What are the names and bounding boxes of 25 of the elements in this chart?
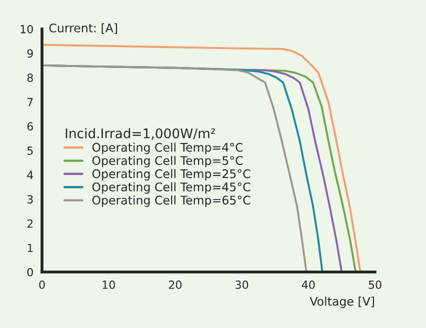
x-tick-label: 0 <box>39 280 45 289</box>
y-tick-label: 6 <box>27 122 33 131</box>
y-tick-label: 2 <box>27 219 33 228</box>
y-tick-label: 10 <box>20 24 33 34</box>
y-tick-label: 0 <box>27 268 33 276</box>
legend-label: Operating Cell Temp=25°C <box>92 169 250 180</box>
x-tick-label: 50 <box>368 280 382 289</box>
y-tick-label: 5 <box>27 146 33 155</box>
x-tick-label: 30 <box>236 280 248 289</box>
y-tick-label: 4 <box>27 170 34 180</box>
y-tick-label: 7 <box>28 98 33 106</box>
legend-title: Incid.Irrad=1,000W/m² <box>66 128 215 140</box>
legend-label: Operating Cell Temp=45°C <box>92 182 250 194</box>
y-axis-title: Current: [A] <box>49 23 117 34</box>
legend-label: Operating Cell Temp=4°C <box>92 142 243 154</box>
legend-label: Operating Cell Temp=5°C <box>92 156 243 168</box>
x-tick-label: 10 <box>102 280 115 289</box>
x-axis-title: Voltage [V] <box>310 296 374 308</box>
y-tick-label: 3 <box>27 195 33 204</box>
y-tick-label: 9 <box>27 49 33 58</box>
x-tick-label: 20 <box>168 280 182 289</box>
y-tick-label: 8 <box>27 74 33 82</box>
legend-label: Operating Cell Temp=65°C <box>92 195 250 207</box>
y-tick-label: 1 <box>28 244 33 252</box>
x-tick-label: 40 <box>302 280 315 289</box>
